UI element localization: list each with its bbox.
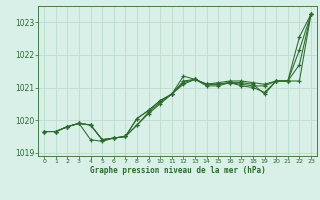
X-axis label: Graphe pression niveau de la mer (hPa): Graphe pression niveau de la mer (hPa) — [90, 166, 266, 175]
